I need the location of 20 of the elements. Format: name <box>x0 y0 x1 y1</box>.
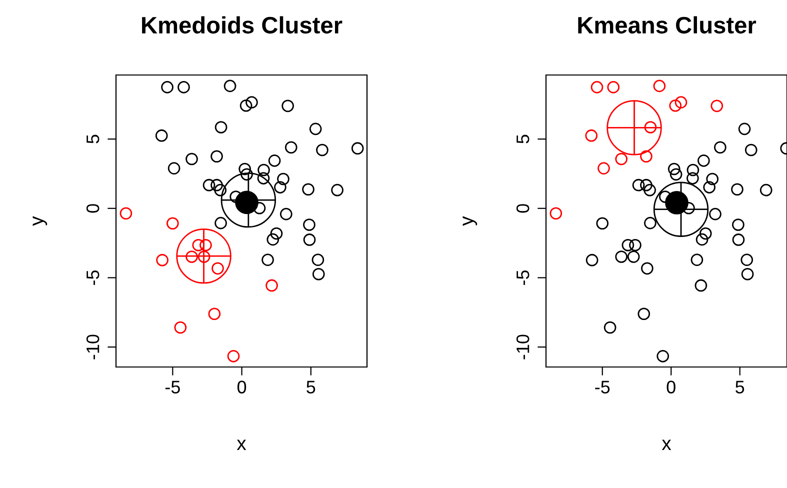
x-tick-label: 0 <box>237 380 246 394</box>
x-tick-label: -5 <box>595 380 610 394</box>
x-tick-label: -5 <box>165 380 180 394</box>
x-axis-title: x <box>662 440 672 450</box>
y-tick-label: -5 <box>516 270 530 285</box>
x-tick-label: 5 <box>306 380 316 394</box>
y-axis-title: y <box>32 216 48 226</box>
x-tick-label: 5 <box>736 380 744 394</box>
y-tick-label: 5 <box>516 134 530 144</box>
chart-title: Kmeans Cluster <box>578 16 756 34</box>
x-tick-label: 0 <box>666 380 676 394</box>
y-axis-title: y <box>462 216 478 226</box>
chart-title: Kmedoids Cluster <box>142 16 342 34</box>
y-tick-label: -10 <box>516 334 530 360</box>
y-tick-label: 0 <box>516 204 530 213</box>
y-tick-label: -10 <box>86 334 100 360</box>
x-axis-title: x <box>236 440 246 450</box>
y-tick-label: 5 <box>86 134 100 144</box>
y-tick-label: -5 <box>86 270 100 285</box>
y-tick-label: 0 <box>86 204 100 213</box>
